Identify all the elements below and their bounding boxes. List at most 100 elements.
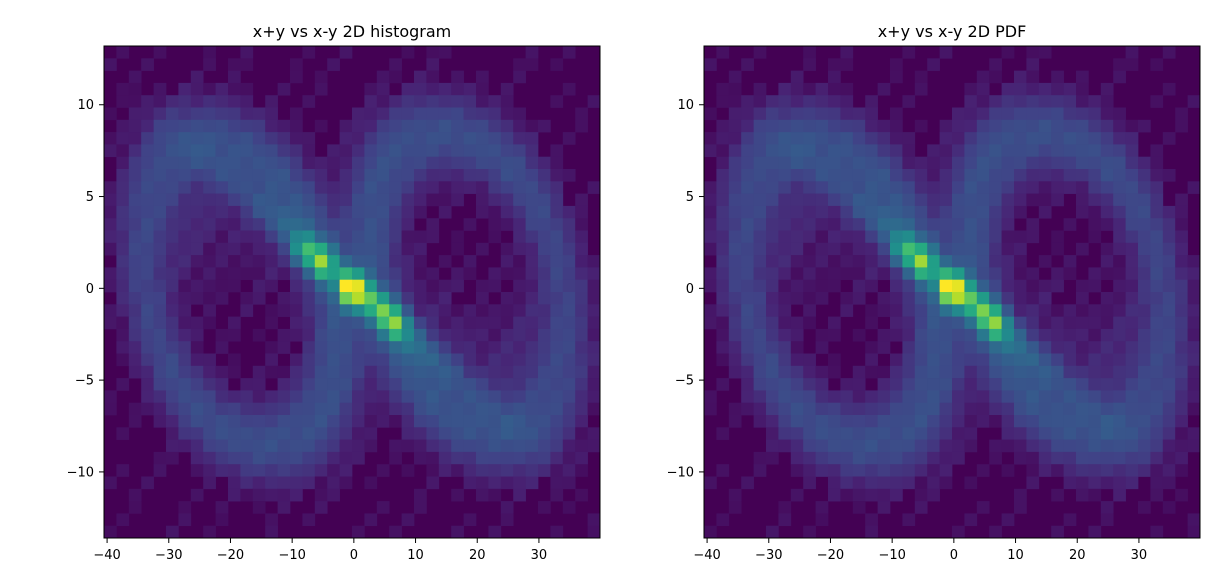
heatmap-cell [1162, 267, 1176, 281]
heatmap-cell [790, 378, 804, 391]
heatmap-cell [141, 230, 154, 244]
heatmap-cell [302, 255, 316, 268]
heatmap-cell [414, 439, 427, 453]
heatmap-cell [952, 439, 965, 453]
heatmap-cell [778, 279, 792, 293]
heatmap-cell [840, 439, 854, 453]
heatmap-cell [513, 169, 526, 182]
heatmap-cell [1125, 255, 1139, 268]
heatmap-cell [840, 402, 854, 416]
heatmap-cell [414, 365, 427, 379]
heatmap-cell [778, 181, 792, 194]
heatmap-cell [1038, 415, 1052, 428]
heatmap-cell [1051, 341, 1064, 354]
heatmap-cell [190, 279, 204, 293]
heatmap-cell [1113, 107, 1126, 121]
heatmap-cell [476, 292, 489, 305]
heatmap-cell [728, 353, 742, 367]
heatmap-cell [1051, 119, 1064, 133]
heatmap-cell [476, 156, 489, 170]
heatmap-cell [778, 267, 792, 281]
heatmap-cell [116, 353, 130, 367]
heatmap-cell [141, 205, 154, 219]
x-tick-label: 10 [1007, 548, 1024, 563]
heatmap-cell [815, 501, 829, 514]
heatmap-cell [939, 144, 953, 158]
heatmap-cell [463, 316, 477, 330]
heatmap-cell [327, 144, 340, 158]
heatmap-cell [314, 70, 328, 84]
heatmap-cell [728, 304, 742, 317]
heatmap-cell [803, 58, 816, 71]
heatmap-cell [815, 451, 829, 465]
heatmap-cell [952, 341, 965, 354]
heatmap-cell [252, 132, 266, 145]
heatmap-cell [890, 353, 903, 367]
heatmap-cell [376, 316, 390, 330]
heatmap-cell [525, 193, 539, 207]
heatmap-cell [128, 95, 142, 108]
heatmap-cell [753, 46, 767, 59]
heatmap-cell [575, 464, 588, 477]
heatmap-cell [290, 292, 303, 305]
heatmap-cell [104, 181, 117, 194]
heatmap-cell [803, 218, 816, 231]
heatmap-cell [939, 156, 953, 170]
heatmap-cell [1113, 267, 1126, 281]
heatmap-cell [1026, 144, 1040, 158]
heatmap-cell [1014, 451, 1027, 465]
heatmap-cell [728, 205, 742, 219]
heatmap-cell [1175, 415, 1188, 428]
heatmap-cell [153, 378, 167, 391]
heatmap-cell [339, 415, 353, 428]
heatmap-cell [890, 107, 903, 121]
heatmap-cell [525, 439, 539, 453]
heatmap-cell [265, 144, 278, 158]
heatmap-cell [166, 415, 179, 428]
heatmap-cell [352, 402, 365, 416]
heatmap-cell [914, 255, 928, 268]
heatmap-cell [314, 353, 328, 367]
heatmap-cell [178, 415, 192, 428]
heatmap-cell [716, 119, 730, 133]
heatmap-cell [1014, 181, 1027, 194]
heatmap-cell [240, 451, 254, 465]
heatmap-cell [290, 58, 303, 71]
heatmap-cell [1150, 439, 1164, 453]
heatmap-cell [252, 378, 266, 391]
heatmap-cell [463, 169, 477, 182]
heatmap-cell [1051, 415, 1064, 428]
heatmap-cell [766, 328, 779, 342]
heatmap-cell [339, 476, 353, 490]
heatmap-cell [228, 95, 241, 108]
heatmap-cell [302, 169, 316, 182]
heatmap-cell [550, 353, 564, 367]
heatmap-cell [438, 119, 452, 133]
heatmap-cell [228, 451, 241, 465]
heatmap-cell [228, 169, 241, 182]
heatmap-cell [902, 415, 916, 428]
heatmap-cell [587, 427, 601, 440]
heatmap-cell [890, 316, 903, 330]
heatmap-cell [376, 365, 390, 379]
heatmap-cell [203, 218, 216, 231]
heatmap-cell [1076, 378, 1089, 391]
heatmap-cell [852, 501, 866, 514]
heatmap-cell [1113, 292, 1126, 305]
heatmap-cell [575, 230, 588, 244]
heatmap-cell [203, 316, 216, 330]
heatmap-cell [513, 242, 526, 256]
heatmap-cell [401, 119, 415, 133]
heatmap-cell [790, 267, 804, 281]
heatmap-cell [1026, 402, 1040, 416]
heatmap-cell [852, 119, 866, 133]
heatmap-cell [741, 292, 754, 305]
heatmap-cell [1076, 82, 1089, 96]
heatmap-cell [1162, 402, 1176, 416]
heatmap-cell [389, 107, 402, 121]
heatmap-cell [828, 242, 841, 256]
heatmap-cell [1113, 255, 1126, 268]
heatmap-cell [513, 402, 526, 416]
heatmap-cell [728, 169, 742, 182]
heatmap-cell [914, 316, 928, 330]
